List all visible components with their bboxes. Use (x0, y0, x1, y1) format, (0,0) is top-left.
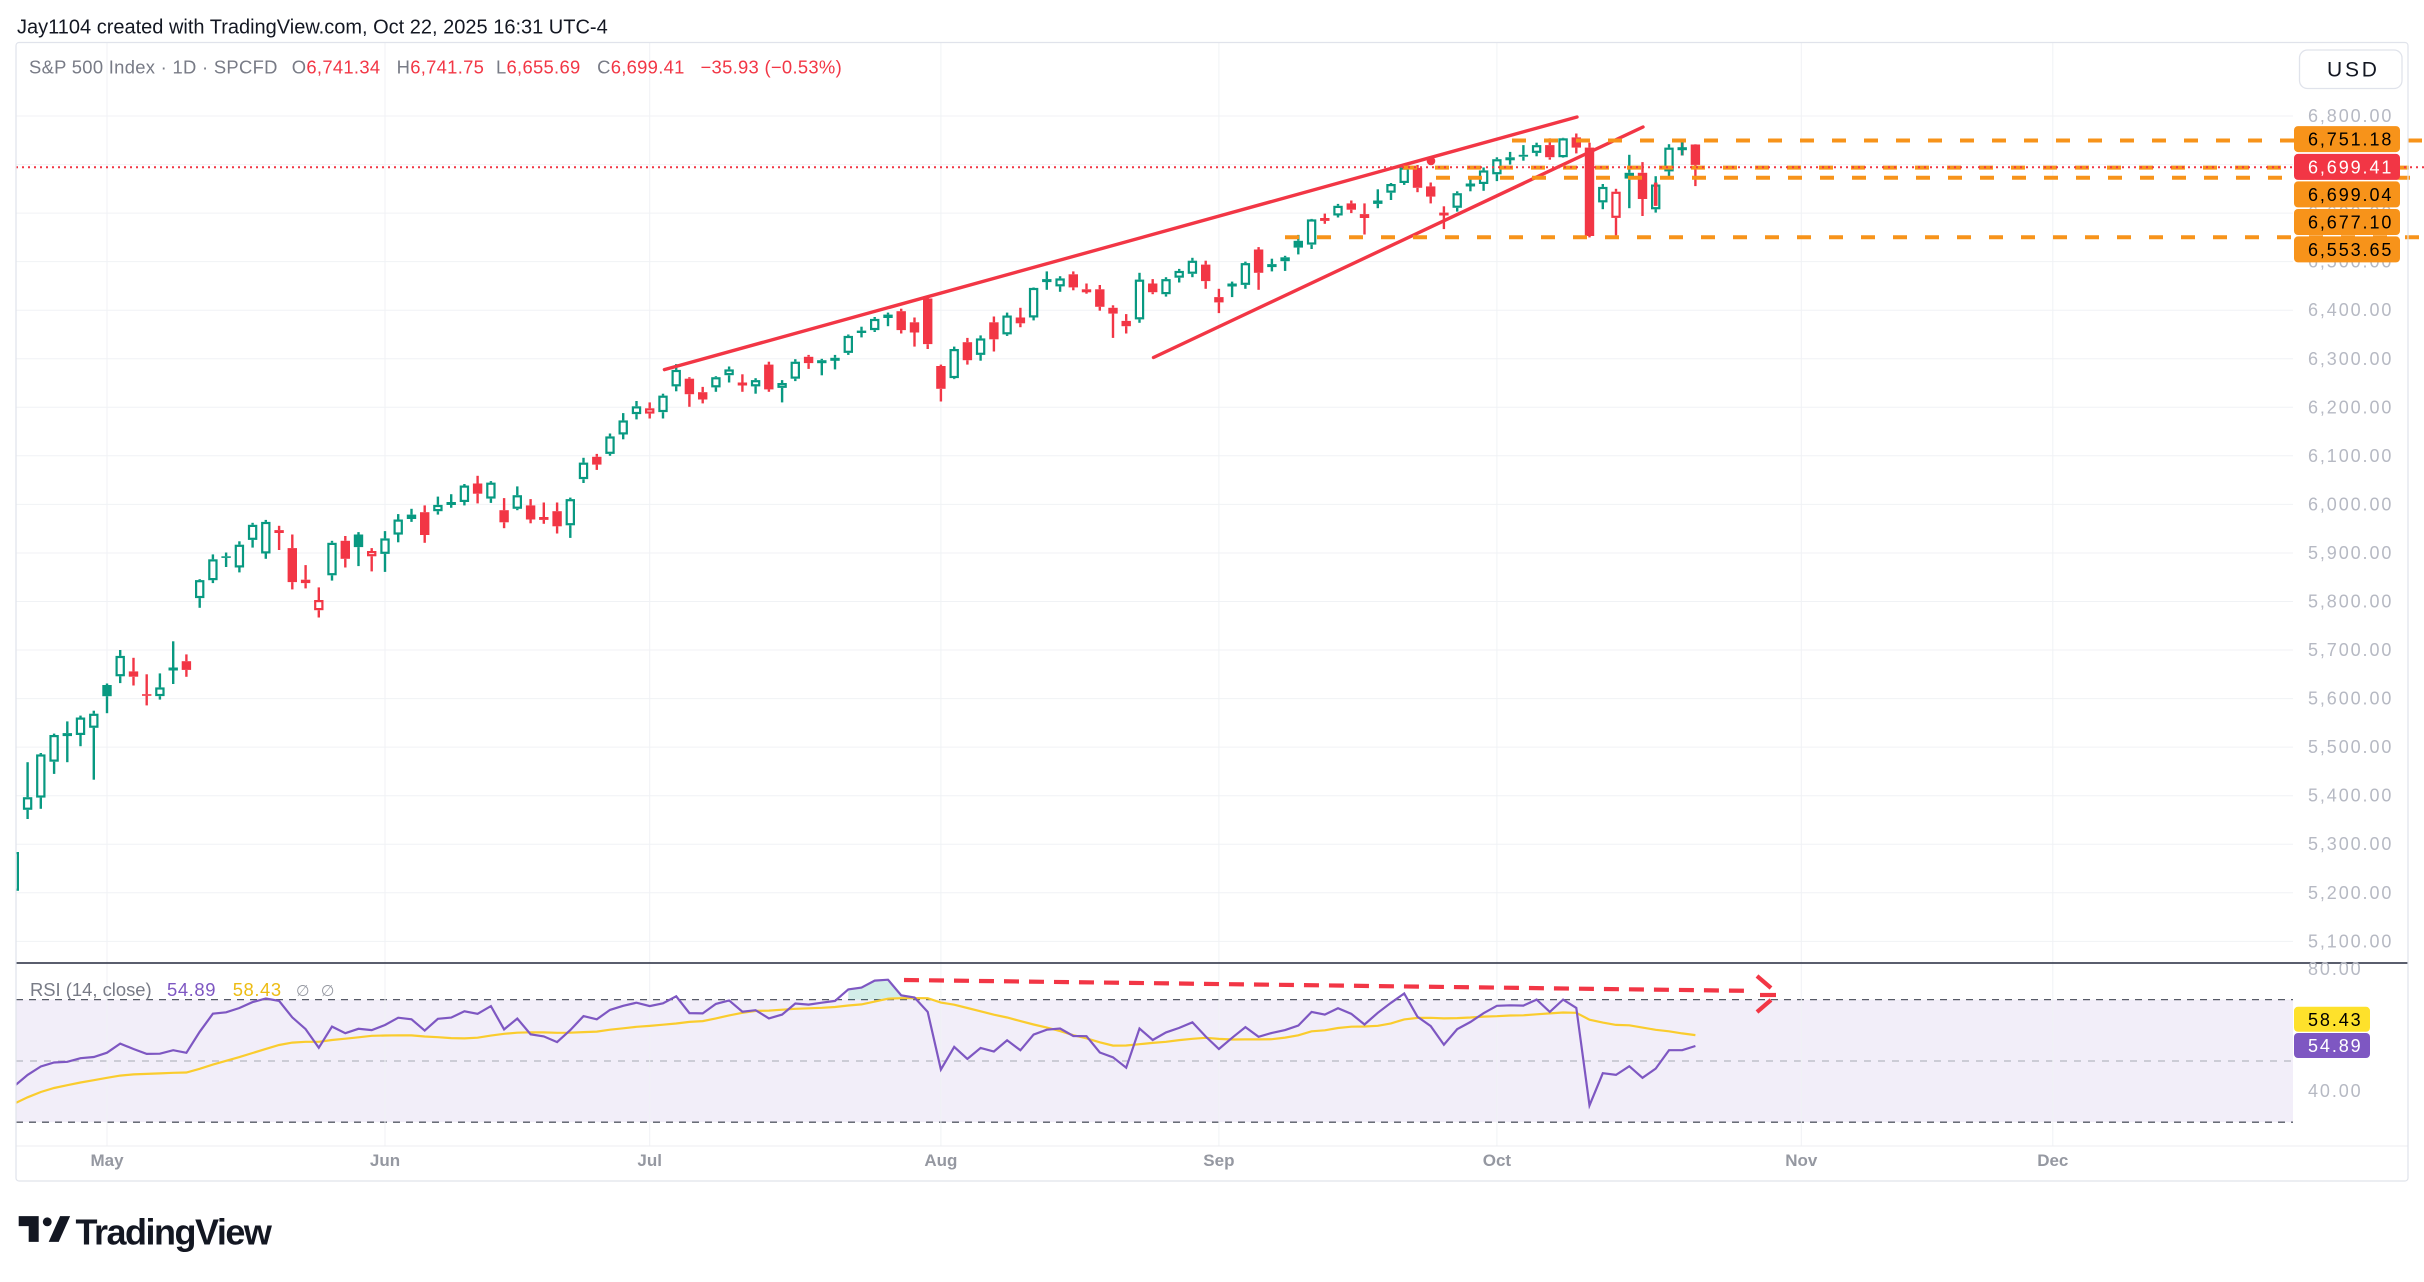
svg-text:5,700.00: 5,700.00 (2308, 640, 2393, 660)
svg-text:6,000.00: 6,000.00 (2308, 494, 2393, 514)
svg-text:6,699.04: 6,699.04 (2308, 185, 2393, 205)
svg-text:6,200.00: 6,200.00 (2308, 397, 2393, 417)
svg-text:Oct: Oct (1483, 1151, 1512, 1170)
svg-text:Dec: Dec (2037, 1151, 2068, 1170)
svg-text:6,400.00: 6,400.00 (2308, 300, 2393, 320)
svg-text:Nov: Nov (1785, 1151, 1818, 1170)
svg-text:6,553.65: 6,553.65 (2308, 240, 2393, 260)
svg-text:6,800.00: 6,800.00 (2308, 106, 2393, 126)
svg-text:5,200.00: 5,200.00 (2308, 883, 2393, 903)
svg-text:5,300.00: 5,300.00 (2308, 834, 2393, 854)
svg-text:6,699.41: 6,699.41 (2308, 157, 2393, 177)
svg-text:6,300.00: 6,300.00 (2308, 349, 2393, 369)
svg-text:5,600.00: 5,600.00 (2308, 689, 2393, 709)
svg-text:5,100.00: 5,100.00 (2308, 931, 2393, 951)
svg-text:40.00: 40.00 (2308, 1081, 2363, 1101)
svg-text:5,800.00: 5,800.00 (2308, 592, 2393, 612)
svg-text:5,900.00: 5,900.00 (2308, 543, 2393, 563)
svg-text:5,500.00: 5,500.00 (2308, 737, 2393, 757)
svg-text:5,400.00: 5,400.00 (2308, 786, 2393, 806)
svg-text:6,751.18: 6,751.18 (2308, 130, 2393, 150)
svg-text:58.43: 58.43 (2308, 1010, 2363, 1030)
svg-text:6,677.10: 6,677.10 (2308, 213, 2393, 233)
svg-text:54.89: 54.89 (2308, 1036, 2363, 1056)
svg-text:6,100.00: 6,100.00 (2308, 446, 2393, 466)
svg-text:May: May (90, 1151, 124, 1170)
svg-text:Aug: Aug (924, 1151, 957, 1170)
svg-text:Jul: Jul (637, 1151, 662, 1170)
svg-text:Jay1104 created with TradingVi: Jay1104 created with TradingView.com, Oc… (17, 17, 608, 39)
svg-text:80.00: 80.00 (2308, 959, 2363, 979)
svg-text:Sep: Sep (1203, 1151, 1234, 1170)
svg-text:USD: USD (2327, 59, 2380, 82)
svg-text:Jun: Jun (370, 1151, 400, 1170)
svg-text:TradingView: TradingView (76, 1212, 273, 1253)
